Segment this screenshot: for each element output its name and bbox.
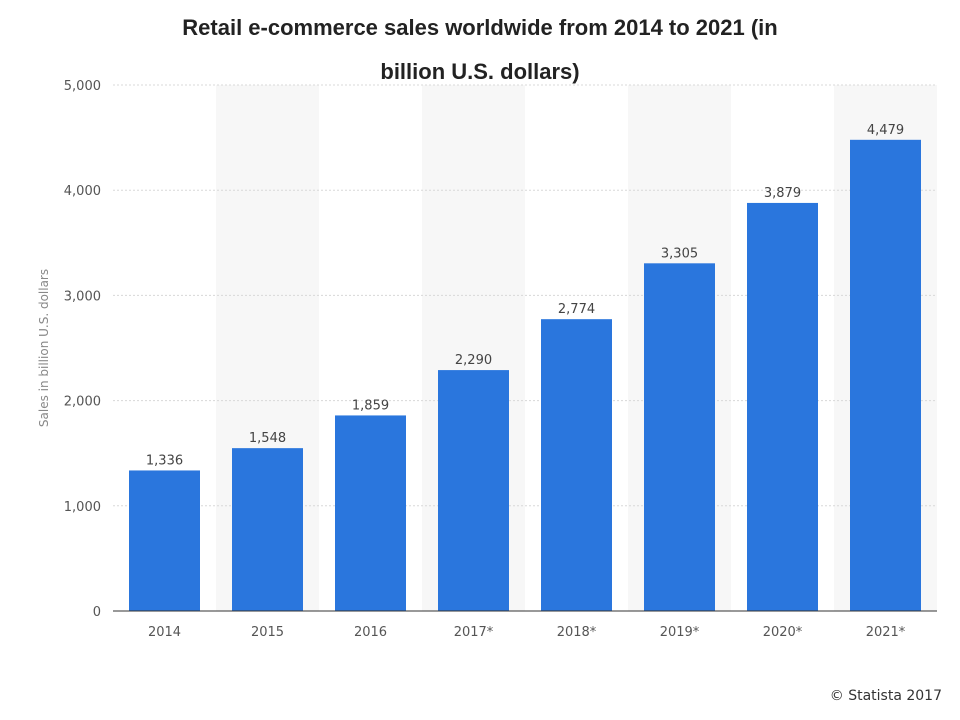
bar [232,448,303,611]
value-label: 1,859 [352,398,389,413]
x-tick-label: 2018* [557,625,597,640]
y-axis-title: Sales in billion U.S. dollars [37,269,51,427]
value-label: 1,336 [146,453,183,468]
y-tick-label: 3,000 [64,289,101,304]
value-label: 3,879 [764,186,801,201]
y-tick-label: 0 [93,605,101,620]
chart-title: Retail e-commerce sales worldwide from 2… [40,6,920,94]
bar [335,415,406,611]
bar [129,470,200,611]
bar [438,370,509,611]
chart-title-line-2: billion U.S. dollars) [380,59,580,84]
statista-credit: © Statista 2017 [829,688,942,704]
x-tick-label: 2016 [354,625,387,640]
y-tick-label: 2,000 [64,395,101,410]
y-tick-label: 1,000 [64,500,101,515]
value-label: 2,290 [455,353,492,368]
x-tick-label: 2020* [763,625,803,640]
x-tick-label: 2014 [148,625,181,640]
value-label: 2,774 [558,302,595,317]
x-tick-label: 2015 [251,625,284,640]
value-label: 3,305 [661,246,698,261]
bar [644,263,715,611]
x-tick-label: 2019* [660,625,700,640]
y-tick-label: 4,000 [64,184,101,199]
chart-title-line-1: Retail e-commerce sales worldwide from 2… [182,15,778,40]
bar [541,319,612,611]
bar [850,139,921,611]
value-label: 4,479 [867,123,904,138]
x-tick-label: 2021* [866,625,906,640]
value-label: 1,548 [249,431,286,446]
y-tick-label: 5,000 [64,79,101,94]
bar [747,202,818,611]
x-tick-label: 2017* [454,625,494,640]
